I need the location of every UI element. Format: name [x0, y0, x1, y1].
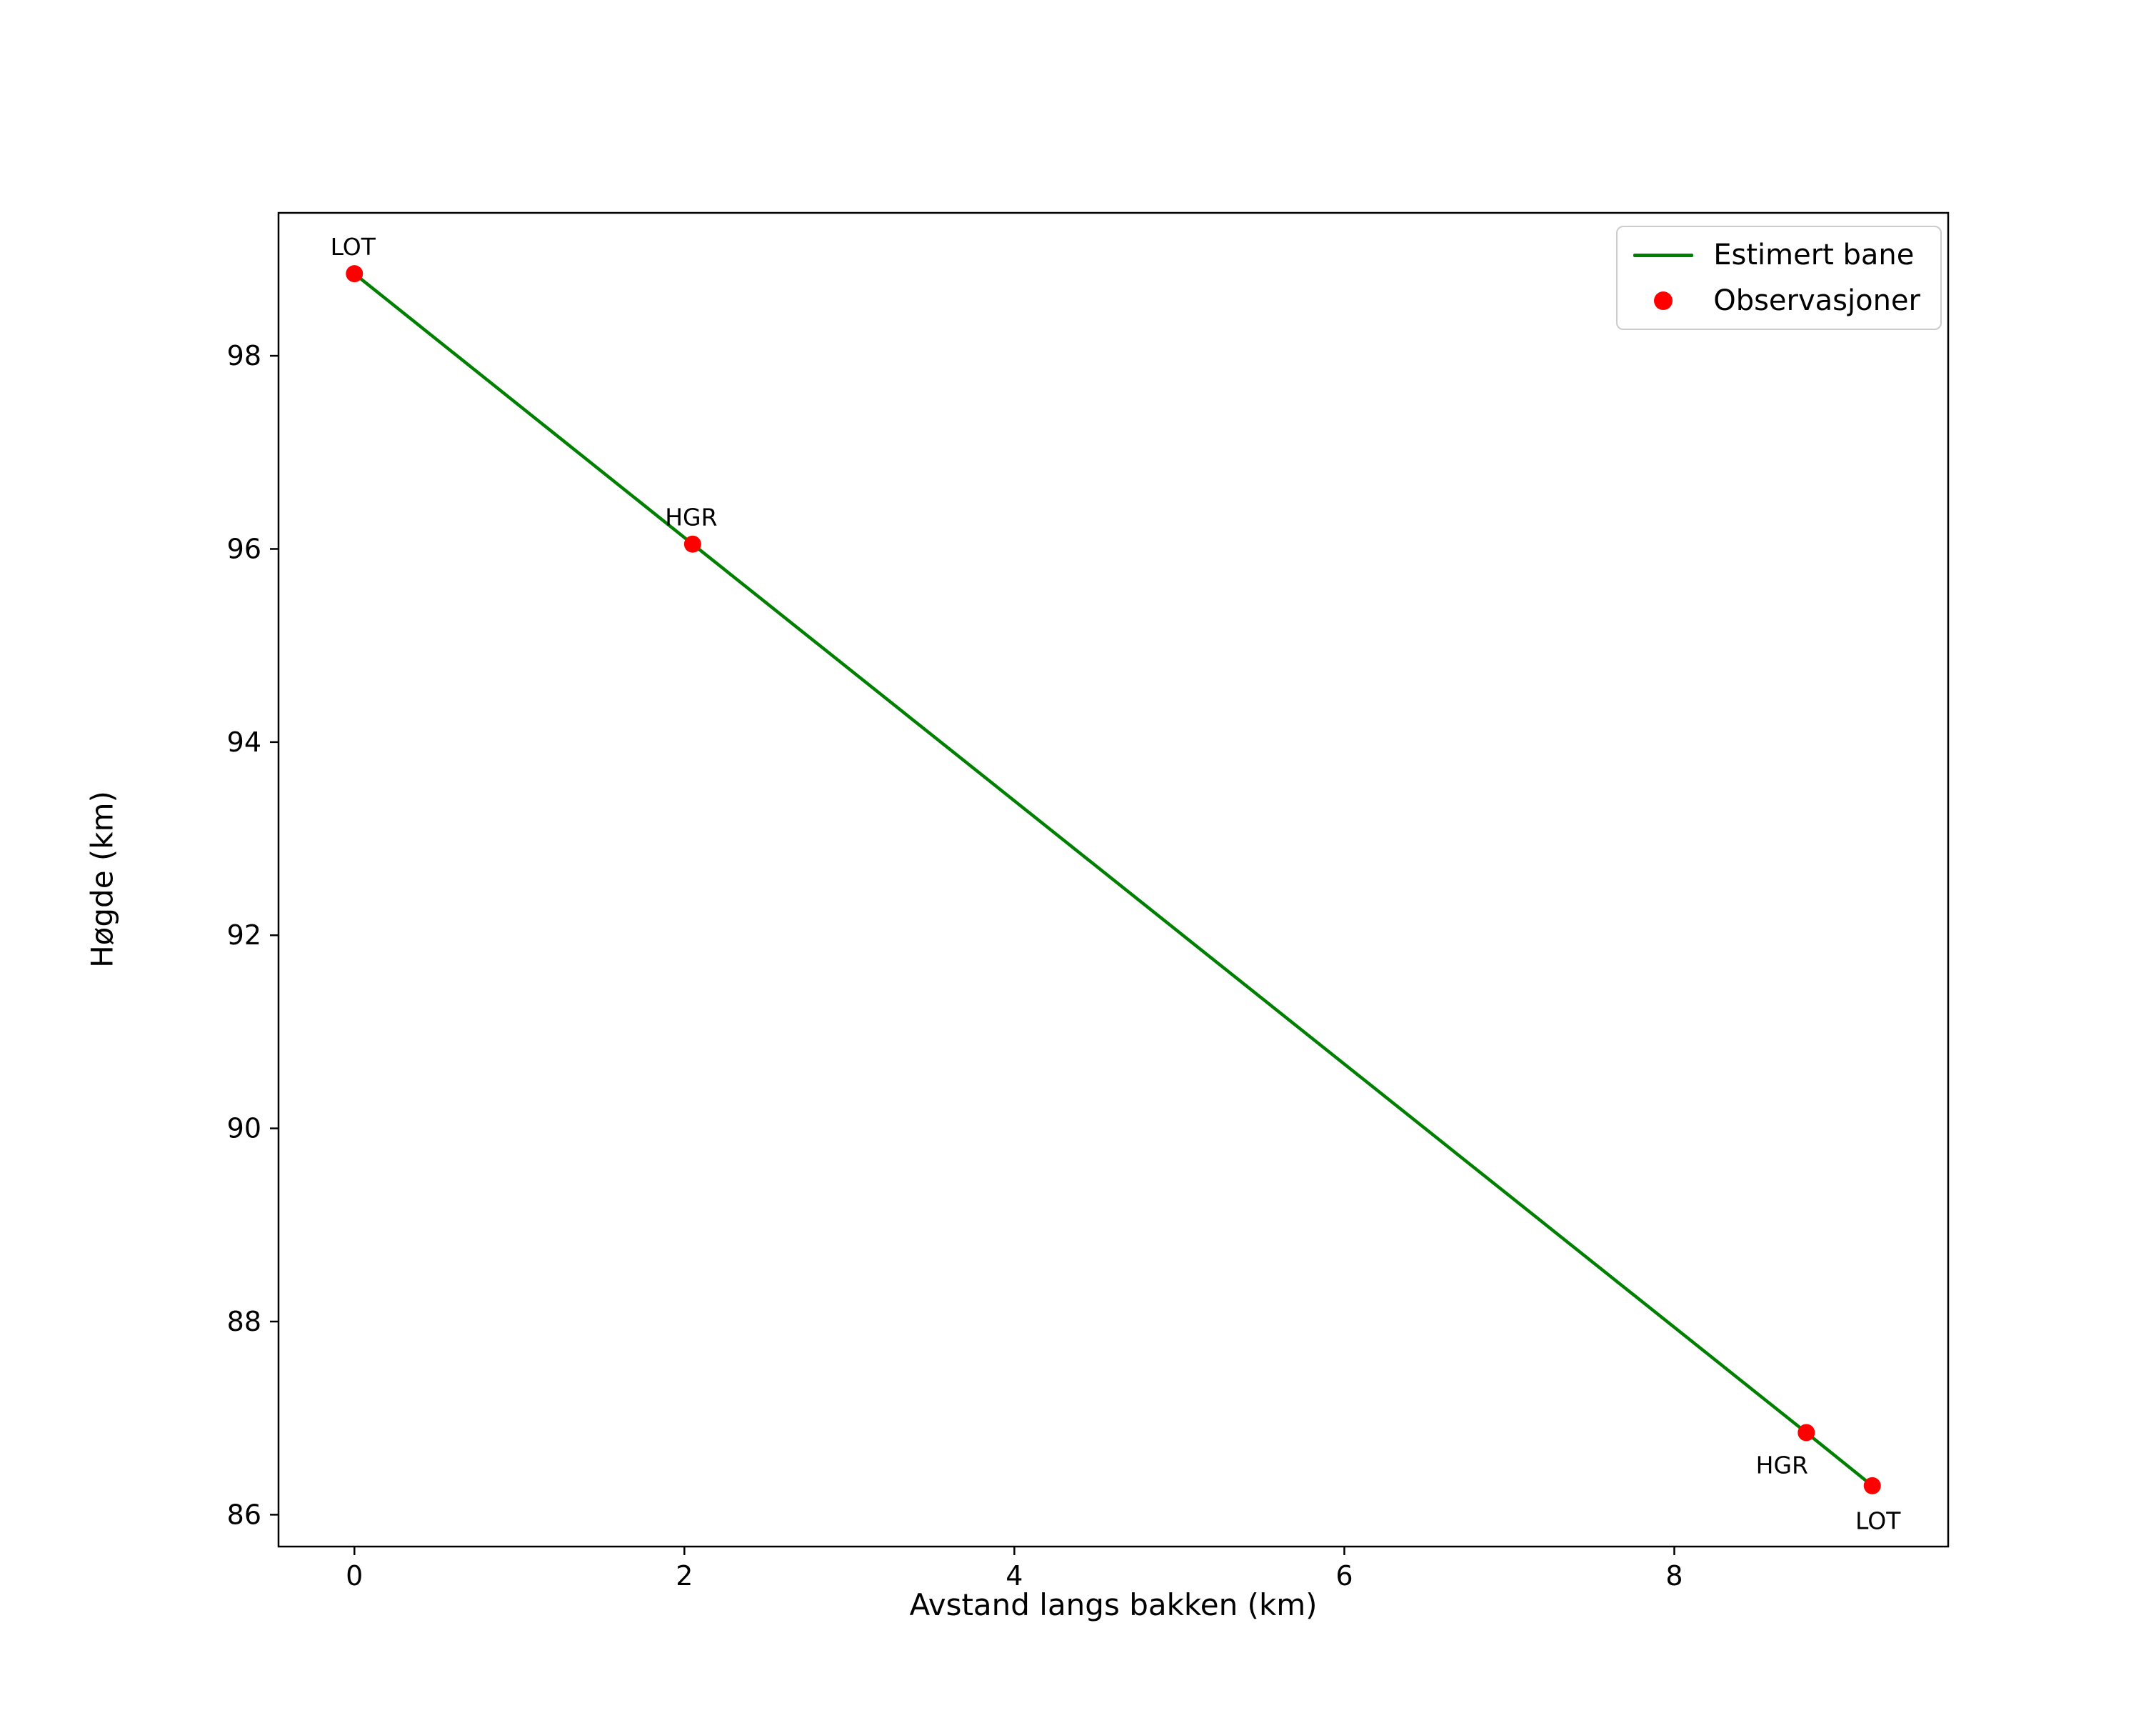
legend: Estimert bane Observasjoner [1616, 226, 1942, 330]
legend-entry-scatter: Observasjoner [1633, 284, 1920, 317]
x-tick-label: 4 [1006, 1560, 1023, 1592]
legend-label-scatter: Observasjoner [1713, 284, 1920, 317]
point-label: HGR [1756, 1451, 1808, 1479]
point-label: LOT [331, 233, 376, 261]
x-tick-label: 8 [1665, 1560, 1683, 1592]
y-tick-label: 92 [227, 919, 261, 951]
data-point [1797, 1424, 1815, 1442]
x-axis-label: Avstand langs bakken (km) [909, 1587, 1318, 1622]
legend-entry-line: Estimert bane [1633, 239, 1920, 271]
data-point [1863, 1477, 1881, 1494]
data-point [346, 265, 363, 283]
line-sample-icon [1633, 253, 1694, 257]
legend-label-line: Estimert bane [1713, 239, 1915, 271]
x-tick-label: 0 [346, 1560, 363, 1592]
x-tick-label: 6 [1335, 1560, 1353, 1592]
y-tick-label: 94 [227, 726, 261, 758]
y-axis-label: Høgde (km) [84, 791, 120, 968]
y-tick-label: 86 [227, 1499, 261, 1530]
legend-sample [1633, 253, 1694, 257]
x-tick-label: 2 [676, 1560, 693, 1592]
dot-sample-icon [1654, 291, 1673, 310]
legend-sample [1633, 291, 1693, 310]
axes-border [277, 211, 1950, 1548]
data-point [683, 535, 701, 553]
y-tick-label: 98 [227, 340, 261, 371]
y-tick-label: 88 [227, 1306, 261, 1337]
estimated-path-line [353, 271, 1874, 1488]
point-label: LOT [1855, 1507, 1901, 1535]
y-tick-label: 96 [227, 533, 261, 564]
y-tick-label: 90 [227, 1113, 261, 1144]
point-label: HGR [665, 504, 717, 531]
